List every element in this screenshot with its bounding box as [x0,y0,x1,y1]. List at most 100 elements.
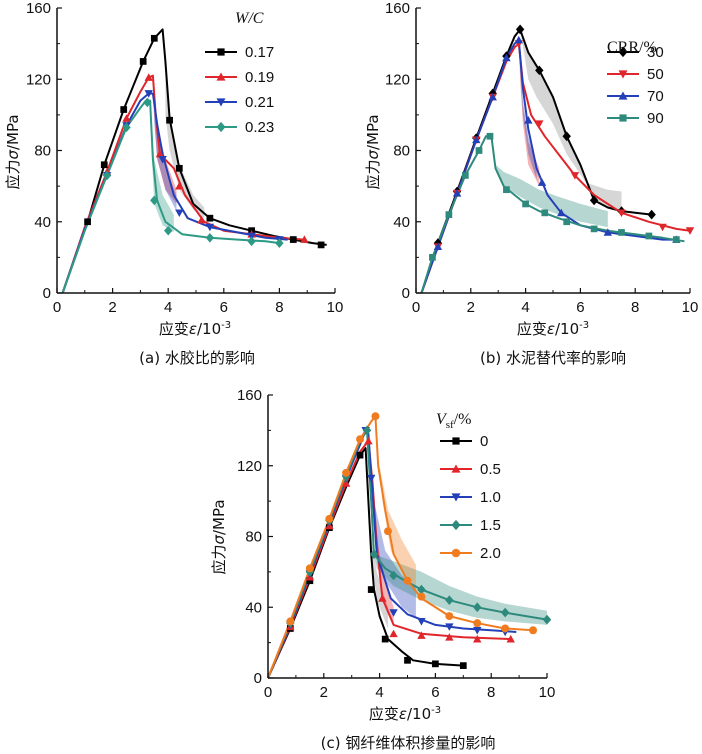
caption-b: (b) 水泥替代率的影响 [480,349,626,367]
data-point-c-1-10 [506,634,515,643]
legend-title-c: Vsf/% [436,411,472,431]
data-point-b-1-5 [535,120,544,128]
data-point-a-3-3 [150,195,159,206]
data-point-b-3-1 [445,211,453,218]
y-axis-label-c: 应力σ/MPa [210,499,228,574]
data-point-c-4-8 [417,592,426,601]
data-point-a-2-2 [144,90,153,98]
legend-label-a-2: 0.21 [245,94,274,111]
data-point-a-3-1 [122,122,131,133]
data-point-b-0-5 [515,24,525,35]
legend-label-c-3: 1.5 [480,517,501,534]
tick-labels-b: 0 2 4 6 8 10 0 40 80 120 160 [385,0,698,316]
data-point-c-1-5 [378,594,387,602]
caption-c: (c) 钢纤维体积掺量的影响 [321,734,496,752]
x-tick-label-b-5: 10 [682,299,699,316]
legend-marker-a-0 [217,48,225,56]
chart-panel-c: 0 2 4 6 8 10 0 40 80 120 160 0 0.5 1.0 1.5 2.0 应变ε/10-… [210,387,555,752]
data-point-c-3-4 [362,425,372,436]
x-tick-label-a-4: 8 [275,299,283,316]
data-point-a-2-4 [175,209,184,218]
data-point-b-2-9 [603,228,612,236]
data-point-b-0-6 [535,65,544,76]
data-point-b-2-4 [502,53,511,62]
y-tick-label-c-4: 160 [237,387,262,404]
y-tick-label-a-2: 80 [34,143,51,160]
data-point-b-2-6 [524,116,533,124]
data-point-b-2-3 [488,92,497,101]
data-point-c-1-8 [445,633,454,641]
marker-layer-c [286,412,552,669]
legend-marker-b-0 [618,46,628,58]
x-tick-label-b-0: 0 [412,299,420,316]
data-point-c-4-7 [403,576,412,585]
data-point-a-1-2 [144,73,153,81]
data-point-a-3-5 [205,232,215,243]
data-point-c-4-4 [356,435,365,444]
data-point-a-1-4 [175,181,184,190]
data-point-c-2-7 [417,618,426,626]
shaded-band-c-2 [368,433,416,618]
data-point-c-4-0 [286,617,295,626]
legend-marker-a-3 [216,121,226,133]
series-line-a-3 [61,99,280,294]
data-point-a-0-9 [289,236,297,243]
data-point-c-4-9 [445,612,454,621]
legend-label-b-2: 70 [647,88,664,105]
data-point-b-3-8 [563,218,571,226]
data-point-b-3-3 [475,147,483,154]
legend-label-a-1: 0.19 [245,69,274,86]
data-point-b-0-7 [562,131,571,142]
data-point-b-3-11 [645,232,653,240]
data-point-b-1-6 [570,172,580,180]
series-layer-c [267,415,548,679]
legend-label-a-3: 0.23 [245,119,274,136]
data-point-b-2-2 [472,135,481,144]
y-tick-label-a-1: 40 [34,214,51,231]
data-point-c-4-5 [371,412,380,421]
data-point-b-1-7 [617,209,626,218]
shaded-band-b-0 [520,29,622,212]
data-point-a-0-4 [150,34,158,42]
data-point-c-4-6 [383,527,392,536]
data-point-c-2-5 [367,474,376,483]
legend-label-c-1: 0.5 [480,461,501,478]
legend-marker-a-1 [216,72,226,81]
y-tick-label-b-2: 80 [393,143,410,160]
y-tick-label-a-0: 0 [43,285,51,302]
data-point-c-4-3 [342,468,351,477]
chart-panel-b: 0 2 4 6 8 10 0 40 80 120 160 30 50 70 90 应变ε/10-3 应力σ… [364,0,698,367]
marker-layer-b [429,24,695,261]
y-tick-label-c-0: 0 [254,670,262,687]
data-point-b-3-12 [672,236,680,243]
shaded-band-a-0 [165,70,205,219]
series-line-b-2 [420,39,677,294]
x-tick-label-c-4: 8 [487,684,495,701]
y-tick-label-c-1: 40 [245,599,262,616]
shaded-band-c-1 [368,441,394,625]
series-layer-b [420,28,691,294]
data-point-b-2-5 [514,35,523,44]
data-point-c-3-6 [389,570,398,581]
data-point-a-3-0 [102,170,112,181]
x-tick-label-b-3: 6 [576,299,584,316]
shaded-band-b-3 [491,136,608,228]
data-point-b-3-6 [522,200,529,208]
axes-a [56,7,336,294]
data-point-c-3-9 [473,602,482,613]
chart-panel-a: 0 2 4 6 8 10 0 40 80 120 160 0.17 0.19 0.21 0.23 应变ε/… [4,0,343,367]
x-tick-label-c-5: 10 [539,684,556,701]
data-point-a-3-2 [143,97,152,108]
y-tick-label-b-3: 120 [385,71,410,88]
y-tick-label-a-4: 160 [26,0,51,17]
data-point-c-2-9 [473,626,482,635]
data-point-b-2-1 [452,189,462,197]
data-point-b-3-0 [429,254,436,261]
data-point-c-3-10 [500,607,510,618]
data-point-c-2-8 [445,623,454,631]
data-point-c-4-12 [529,626,538,635]
legend-label-b-0: 30 [647,44,664,61]
caption-a: (a) 水胶比的影响 [139,349,255,367]
data-point-b-0-8 [589,195,599,206]
data-point-c-3-7 [417,584,426,595]
